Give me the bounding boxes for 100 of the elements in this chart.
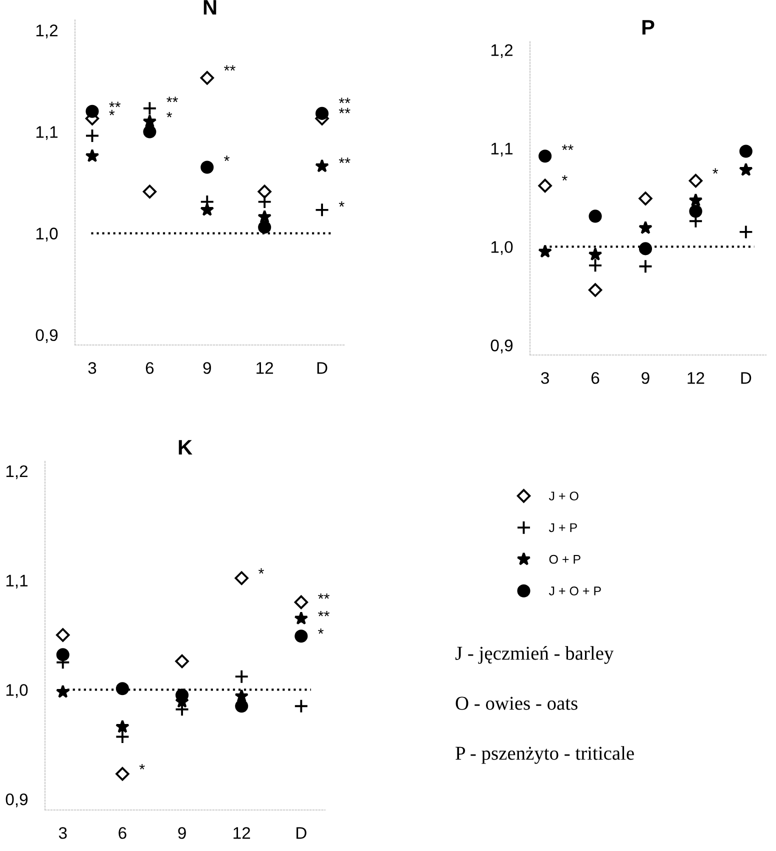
point xyxy=(56,684,70,698)
point xyxy=(294,698,308,714)
point xyxy=(738,224,754,240)
point xyxy=(116,767,130,781)
annotation: * xyxy=(258,568,264,574)
point xyxy=(739,144,752,158)
x-tick-label: 3 xyxy=(88,362,96,374)
point xyxy=(688,174,703,188)
y-tick-label: 1,0 xyxy=(36,228,58,242)
annotation: * xyxy=(166,112,172,118)
legend-label: O + P xyxy=(549,554,580,564)
x-tick-label: 12 xyxy=(688,372,704,384)
chart-title: K xyxy=(178,440,192,454)
y-tick-label: 1,2 xyxy=(36,24,58,38)
point xyxy=(638,259,653,274)
point xyxy=(175,654,189,668)
x-tick-label: 9 xyxy=(203,362,211,374)
point xyxy=(116,682,129,696)
x-tick-label: 12 xyxy=(256,362,274,374)
y-tick-label: 1,0 xyxy=(6,684,28,698)
annotation: ** xyxy=(338,98,350,104)
y-tick-label: 1,2 xyxy=(491,44,512,58)
annotation: ** xyxy=(338,158,350,164)
y-tick-label: 0,9 xyxy=(490,340,513,354)
y-tick-label: 1,0 xyxy=(491,241,513,255)
annotation: ** xyxy=(109,102,121,108)
x-tick-label: 3 xyxy=(541,372,549,384)
point xyxy=(143,125,156,138)
point xyxy=(638,192,652,206)
point xyxy=(294,630,308,643)
point xyxy=(142,101,157,116)
annotation: * xyxy=(318,628,324,634)
legend-label: J + P xyxy=(548,523,577,532)
text: P - pszenżyto - triticale xyxy=(456,746,634,764)
x-tick-label: 6 xyxy=(146,362,154,374)
point xyxy=(689,204,702,218)
point xyxy=(588,210,602,223)
y-tick-label: 1,1 xyxy=(6,574,28,588)
point xyxy=(314,202,330,218)
annotation: ** xyxy=(224,65,236,71)
point xyxy=(294,595,308,610)
point xyxy=(294,611,308,625)
point xyxy=(258,184,272,199)
point xyxy=(56,628,70,642)
annotation: ** xyxy=(166,96,178,102)
point xyxy=(638,220,652,234)
point xyxy=(588,258,602,273)
point xyxy=(142,184,157,199)
point xyxy=(538,178,552,193)
annotation: * xyxy=(109,110,115,116)
annotation: ** xyxy=(338,108,350,114)
point xyxy=(638,242,652,256)
x-tick-label: 3 xyxy=(58,827,67,839)
x-tick-label: 6 xyxy=(118,827,126,839)
point xyxy=(235,700,248,713)
x-tick-label: 12 xyxy=(234,827,250,839)
point xyxy=(85,148,100,162)
y-tick-label: 1,1 xyxy=(491,142,513,156)
point xyxy=(200,160,214,174)
annotation: * xyxy=(224,156,230,161)
point xyxy=(588,283,602,297)
point xyxy=(258,210,272,224)
point xyxy=(115,729,130,744)
annotation: * xyxy=(712,168,718,174)
x-tick-label: 9 xyxy=(642,372,650,384)
point xyxy=(116,720,130,733)
chart-title: N xyxy=(204,0,216,14)
point xyxy=(200,71,214,85)
annotation: ** xyxy=(318,610,330,616)
point xyxy=(588,247,602,261)
annotation: * xyxy=(338,201,344,207)
x-tick-label: 9 xyxy=(178,827,186,839)
point xyxy=(234,571,248,585)
legend-label: J + O xyxy=(548,492,578,500)
y-tick-label: 0,9 xyxy=(36,329,58,344)
point xyxy=(86,104,99,118)
point xyxy=(738,162,753,176)
point xyxy=(538,244,552,258)
point xyxy=(142,114,157,128)
point xyxy=(234,669,249,684)
annotation: ** xyxy=(318,593,330,599)
point xyxy=(258,220,272,234)
text: O - owies - oats xyxy=(456,696,578,710)
text: J - jęczmień - barley xyxy=(455,646,614,664)
y-tick-label: 1,2 xyxy=(6,465,28,480)
x-tick-label: D xyxy=(741,372,752,384)
chart-title: P xyxy=(642,20,654,34)
point xyxy=(85,128,100,144)
point xyxy=(257,194,272,210)
y-tick-label: 1,1 xyxy=(36,126,58,140)
annotation: ** xyxy=(562,144,574,150)
x-tick-label: D xyxy=(296,827,306,839)
y-tick-label: 0,9 xyxy=(6,793,28,808)
x-tick-label: D xyxy=(317,362,328,374)
point xyxy=(315,159,329,172)
point xyxy=(538,150,552,163)
point xyxy=(200,202,214,216)
point xyxy=(56,648,70,662)
x-tick-label: 6 xyxy=(591,372,600,384)
legend-label: J + O + P xyxy=(548,586,601,596)
